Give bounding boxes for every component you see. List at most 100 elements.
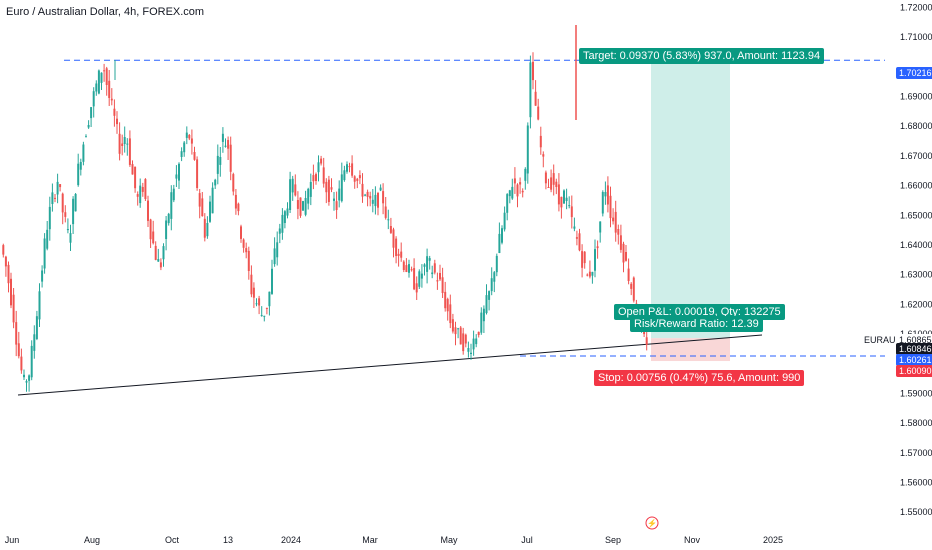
candle-body bbox=[467, 348, 470, 352]
candle-body bbox=[493, 272, 496, 282]
candle-body bbox=[555, 181, 558, 187]
candle-body bbox=[374, 194, 377, 207]
candle-body bbox=[23, 374, 25, 378]
candle-body bbox=[560, 196, 563, 208]
candle-body bbox=[221, 133, 224, 142]
candle-body bbox=[278, 228, 281, 234]
candle-body bbox=[103, 70, 106, 72]
candle-body bbox=[625, 252, 627, 261]
price-badge-entry: 1.60261 bbox=[896, 354, 932, 366]
candle-body bbox=[508, 190, 511, 197]
candle-body bbox=[578, 233, 581, 251]
candle-body bbox=[121, 143, 124, 146]
candle-body bbox=[524, 168, 527, 181]
price-badge-resistance: 1.70216 bbox=[896, 67, 932, 79]
candle-body bbox=[534, 91, 537, 106]
chart-title: Euro / Australian Dollar, 4h, FOREX.com bbox=[6, 6, 205, 18]
candle-body bbox=[630, 283, 633, 289]
candle-body bbox=[645, 337, 648, 345]
candle-body bbox=[451, 319, 454, 332]
candle-body bbox=[622, 243, 625, 263]
candle-body bbox=[433, 263, 436, 273]
candle-body bbox=[92, 91, 95, 107]
candle-body bbox=[118, 133, 121, 154]
candle-body bbox=[159, 262, 162, 268]
candle-body bbox=[64, 212, 67, 217]
candle-body bbox=[353, 176, 356, 182]
candle-body bbox=[446, 298, 449, 312]
candle-body bbox=[165, 220, 168, 239]
candle-body bbox=[330, 187, 333, 190]
candle-body bbox=[431, 272, 434, 275]
y-tick-label: 1.62000 bbox=[900, 299, 932, 309]
candle-body bbox=[397, 253, 400, 256]
candle-body bbox=[131, 164, 134, 175]
candle-body bbox=[167, 213, 170, 224]
candle-body bbox=[162, 246, 165, 260]
candle-body bbox=[247, 250, 250, 271]
candle-body bbox=[152, 231, 155, 244]
candle-body bbox=[43, 238, 46, 269]
y-tick-label: 1.58000 bbox=[900, 418, 932, 428]
candle-body bbox=[201, 198, 204, 217]
candle-body bbox=[586, 274, 589, 276]
candle-body bbox=[506, 194, 509, 213]
candle-body bbox=[614, 211, 617, 233]
candle-body bbox=[387, 219, 390, 221]
candle-body bbox=[38, 291, 41, 320]
candle-body bbox=[20, 356, 23, 371]
candle-body bbox=[28, 375, 31, 381]
candle-body bbox=[480, 312, 483, 333]
candle-body bbox=[252, 287, 255, 298]
candle-body bbox=[149, 219, 152, 240]
candle-body bbox=[172, 188, 175, 201]
candle-body bbox=[77, 163, 80, 186]
candle-body bbox=[232, 174, 235, 192]
candle-body bbox=[320, 158, 323, 164]
candle-body bbox=[113, 108, 116, 116]
candle-body bbox=[495, 255, 498, 273]
symbol-label: EURAUD bbox=[864, 335, 903, 345]
stop-zone bbox=[651, 338, 730, 362]
candle-body bbox=[283, 211, 286, 223]
candle-body bbox=[294, 184, 297, 196]
candle-body bbox=[229, 144, 232, 172]
candle-body bbox=[570, 206, 573, 218]
candle-body bbox=[544, 172, 547, 184]
x-tick-label: May bbox=[440, 535, 458, 545]
candle-body bbox=[193, 152, 196, 160]
candle-body bbox=[136, 194, 139, 197]
y-tick-label: 1.59000 bbox=[900, 388, 932, 398]
candle-body bbox=[333, 198, 335, 201]
candle-body bbox=[609, 195, 612, 219]
x-tick-label: Jul bbox=[521, 535, 533, 545]
candle-body bbox=[234, 194, 237, 209]
candle-body bbox=[237, 203, 240, 212]
x-tick-label: 2024 bbox=[281, 535, 301, 545]
target-label: Target: 0.09370 (5.83%) 937.0, Amount: 1… bbox=[579, 48, 825, 64]
candle-body bbox=[413, 268, 416, 290]
price-badge-last: 1.60846 bbox=[896, 343, 932, 355]
candle-body bbox=[198, 193, 201, 207]
candle-body bbox=[588, 271, 591, 277]
candle-body bbox=[206, 223, 209, 237]
target-zone bbox=[651, 60, 730, 339]
candle-body bbox=[384, 206, 387, 218]
candle-body bbox=[426, 256, 429, 272]
candle-body bbox=[178, 163, 180, 181]
candle-body bbox=[312, 175, 315, 182]
candle-body bbox=[382, 191, 385, 204]
candle-body bbox=[408, 264, 410, 273]
candle-body bbox=[100, 72, 103, 83]
candle-body bbox=[322, 167, 325, 184]
candle-body bbox=[563, 190, 565, 204]
candle-body bbox=[462, 333, 465, 352]
candle-body bbox=[537, 106, 540, 120]
candle-body bbox=[141, 187, 144, 192]
candle-body bbox=[87, 125, 90, 128]
candle-body bbox=[325, 181, 328, 193]
candle-body bbox=[289, 179, 292, 210]
candle-body bbox=[74, 194, 77, 212]
candle-body bbox=[263, 315, 266, 317]
